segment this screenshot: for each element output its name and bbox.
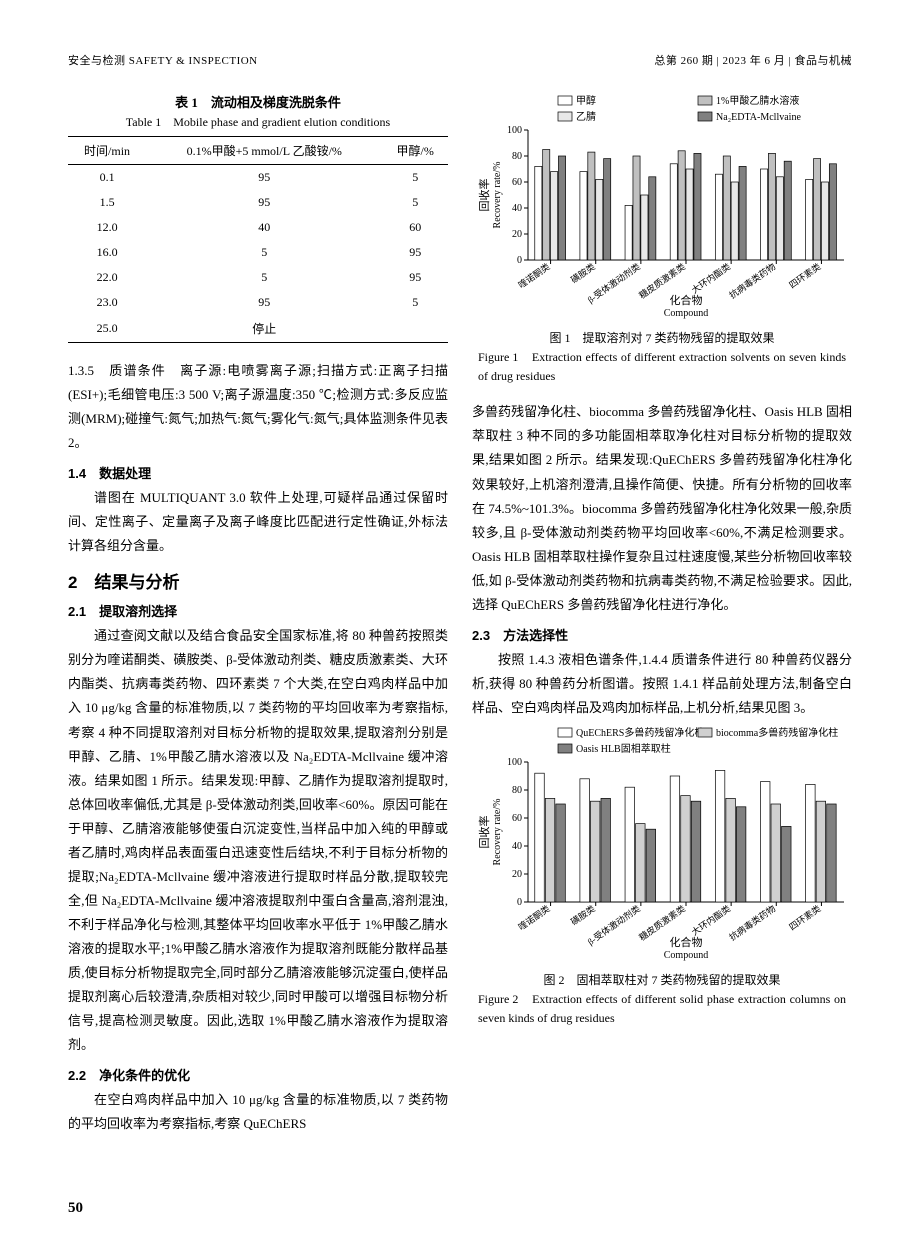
svg-text:甲醇: 甲醇 xyxy=(576,94,596,107)
table1-h0: 时间/min xyxy=(68,137,146,165)
figure1-chart: 甲醇 1%甲酸乙腈水溶液乙腈 Na₂EDTA-Mcllvaine 0 20 40 60 80 1… xyxy=(472,92,852,327)
svg-text:40: 40 xyxy=(512,203,522,214)
svg-text:抗病毒类药物: 抗病毒类药物 xyxy=(727,261,778,301)
right-column: 甲醇 1%甲酸乙腈水溶液乙腈 Na₂EDTA-Mcllvaine 0 20 40 60 80 1… xyxy=(472,92,852,1140)
figure2-caption-cn: 图 2 固相萃取柱对 7 类药物残留的提取效果 xyxy=(472,971,852,988)
heading-2-2: 2.2 净化条件的优化 xyxy=(68,1065,448,1084)
svg-text:100: 100 xyxy=(507,125,522,136)
svg-text:20: 20 xyxy=(512,869,522,880)
p-1-4: 谱图在 MULTIQUANT 3.0 软件上处理,可疑样品通过保留时间、定性离子… xyxy=(68,486,448,558)
svg-text:大环内酯类: 大环内酯类 xyxy=(689,903,732,938)
figure2-chart: QuEChERS多兽药残留净化柱 biocomma多兽药残留净化柱 Oasis HL… xyxy=(472,724,852,969)
heading-2: 2 结果与分析 xyxy=(68,568,448,593)
svg-text:Na₂EDTA-Mcllvaine: Na₂EDTA-Mcllvaine xyxy=(716,112,801,123)
svg-text:Recovery rate/%: Recovery rate/% xyxy=(492,798,503,865)
svg-text:抗病毒类药物: 抗病毒类药物 xyxy=(727,903,778,943)
svg-text:四环素类: 四环素类 xyxy=(787,261,823,291)
p-2-1: 通过查阅文献以及结合食品安全国家标准,将 80 种兽药按照类别分为喹诺酮类、磺胺… xyxy=(68,624,448,1057)
p-2-2: 在空白鸡肉样品中加入 10 μg/kg 含量的标准物质,以 7 类药物的平均回收… xyxy=(68,1088,448,1136)
svg-text:化合物: 化合物 xyxy=(670,293,703,307)
heading-2-1: 2.1 提取溶剂选择 xyxy=(68,601,448,620)
figure2-label: Figure 2 xyxy=(478,990,518,1009)
svg-text:60: 60 xyxy=(512,813,522,824)
table1-caption-en: Table 1 Mobile phase and gradient elutio… xyxy=(68,113,448,130)
figure2-caption-en-body: Extraction effects of different solid ph… xyxy=(478,992,846,1025)
left-column: 表 1 流动相及梯度洗脱条件 Table 1 Mobile phase and … xyxy=(68,92,448,1140)
svg-text:化合物: 化合物 xyxy=(670,935,703,949)
svg-text:Compound: Compound xyxy=(664,308,708,319)
svg-text:60: 60 xyxy=(512,177,522,188)
svg-text:Compound: Compound xyxy=(664,950,708,961)
p-2-2-cont: 多兽药残留净化柱、biocomma 多兽药残留净化柱、Oasis HLB 固相萃… xyxy=(472,400,852,616)
heading-2-3: 2.3 方法选择性 xyxy=(472,625,852,644)
table1-h1: 0.1%甲酸+5 mmol/L 乙酸铵/% xyxy=(146,137,382,165)
svg-text:0: 0 xyxy=(517,255,522,266)
header-left: 安全与检测 SAFETY & INSPECTION xyxy=(68,52,258,68)
svg-text:100: 100 xyxy=(507,757,522,768)
figure1-label: Figure 1 xyxy=(478,348,518,367)
svg-text:20: 20 xyxy=(512,229,522,240)
heading-1-4: 1.4 数据处理 xyxy=(68,463,448,482)
header-right: 总第 260 期 | 2023 年 6 月 | 食品与机械 xyxy=(654,52,852,68)
svg-text:Oasis HLB固相萃取柱: Oasis HLB固相萃取柱 xyxy=(576,742,671,755)
table1: 时间/min 0.1%甲酸+5 mmol/L 乙酸铵/% 甲醇/% 0.1955… xyxy=(68,136,448,343)
p-1-3-5: 1.3.5 质谱条件 离子源:电喷雾离子源;扫描方式:正离子扫描(ESI+);毛… xyxy=(68,359,448,455)
figure1-caption-en-body: Extraction effects of different extracti… xyxy=(478,350,846,383)
table1-caption-cn: 表 1 流动相及梯度洗脱条件 xyxy=(68,92,448,111)
svg-text:大环内酯类: 大环内酯类 xyxy=(689,261,732,296)
page-header: 安全与检测 SAFETY & INSPECTION 总第 260 期 | 202… xyxy=(68,52,852,68)
svg-text:Recovery rate/%: Recovery rate/% xyxy=(492,162,503,229)
svg-text:回收率: 回收率 xyxy=(477,815,491,848)
svg-text:QuEChERS多兽药残留净化柱: QuEChERS多兽药残留净化柱 xyxy=(576,726,704,739)
svg-text:0: 0 xyxy=(517,897,522,908)
figure2-caption-en: Figure 2 Extraction effects of different… xyxy=(472,990,852,1028)
figure1-caption-en: Figure 1 Extraction effects of different… xyxy=(472,348,852,386)
page-number: 50 xyxy=(68,1200,83,1217)
svg-text:80: 80 xyxy=(512,151,522,162)
svg-text:磺胺类: 磺胺类 xyxy=(568,903,596,928)
svg-text:磺胺类: 磺胺类 xyxy=(568,261,596,286)
figure1-caption-cn: 图 1 提取溶剂对 7 类药物残留的提取效果 xyxy=(472,329,852,346)
table1-h2: 甲醇/% xyxy=(382,137,448,165)
svg-text:80: 80 xyxy=(512,785,522,796)
svg-text:四环素类: 四环素类 xyxy=(787,903,823,933)
svg-text:40: 40 xyxy=(512,841,522,852)
svg-text:回收率: 回收率 xyxy=(477,179,491,212)
svg-text:biocomma多兽药残留净化柱: biocomma多兽药残留净化柱 xyxy=(716,726,838,739)
p-2-3: 按照 1.4.3 液相色谱条件,1.4.4 质谱条件进行 80 种兽药仪器分析,… xyxy=(472,648,852,720)
svg-text:1%甲酸乙腈水溶液: 1%甲酸乙腈水溶液 xyxy=(716,94,799,107)
svg-text:乙腈: 乙腈 xyxy=(576,110,596,123)
